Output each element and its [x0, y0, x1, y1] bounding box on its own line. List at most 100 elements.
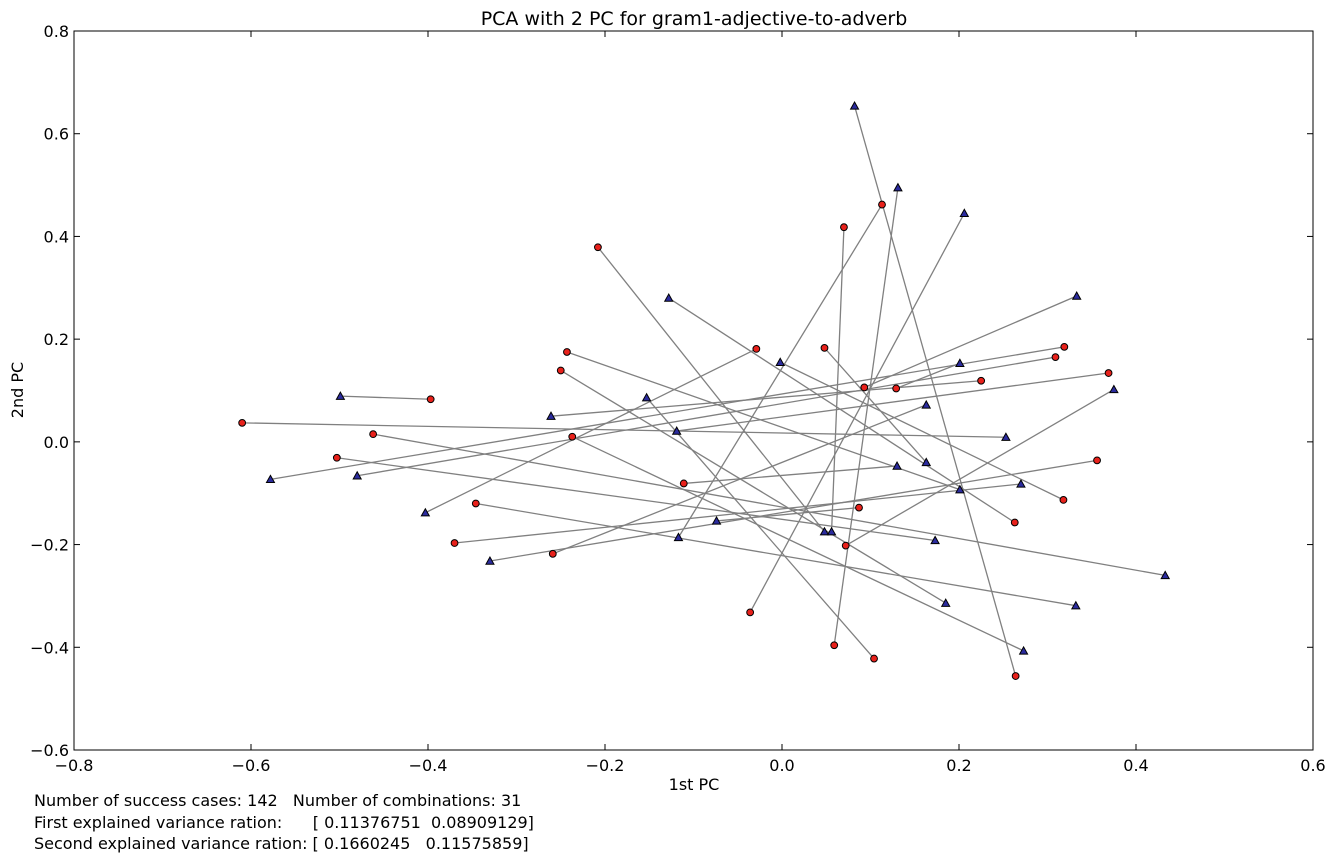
x-tick-label: −0.8 — [55, 756, 94, 775]
adjective-point — [1051, 353, 1060, 362]
pair-line — [550, 380, 982, 417]
pair-line — [668, 297, 1016, 524]
pair-line — [489, 459, 1098, 562]
adjective-point — [450, 539, 459, 547]
adjective-point — [830, 641, 839, 650]
adjective-point — [860, 383, 869, 392]
adverb-point — [819, 526, 830, 536]
axis-ticks: −0.8 −0.6 −0.4 −0.2 0.0 0.2 0.4 0.6−0.6−0.4−0.2… — [30, 22, 1326, 775]
footer-success-line: Number of success cases: 142 Number of c… — [34, 791, 522, 810]
adjective-point — [841, 541, 850, 550]
pair-line — [830, 227, 845, 532]
y-axis-label: 2nd PC — [8, 362, 27, 418]
x-tick-label: 0.4 — [1123, 756, 1148, 775]
y-tick-label: 0.6 — [44, 125, 69, 144]
footer-first-variance: First explained variance ration: [ 0.113… — [34, 813, 534, 832]
pair-line — [749, 213, 965, 613]
pair-line — [646, 397, 875, 660]
adjective-point — [679, 479, 688, 488]
pair-line — [864, 295, 1077, 389]
x-tick-label: 0.6 — [1300, 756, 1325, 775]
adverb-point — [921, 399, 932, 409]
y-tick-label: 0.4 — [44, 227, 69, 246]
pair-line — [845, 388, 1115, 547]
adjective-point — [563, 348, 571, 356]
pair-line — [571, 436, 1024, 652]
adverb-point — [711, 515, 722, 525]
adverb-point — [921, 457, 932, 467]
adverb-point — [673, 532, 684, 542]
adjective-point — [369, 430, 378, 439]
pair-line — [373, 433, 1166, 577]
x-axis-label: 1st PC — [669, 775, 720, 794]
x-tick-label: −0.4 — [409, 756, 448, 775]
pair-lines — [242, 105, 1166, 677]
adjective-point — [1010, 518, 1019, 527]
adverb-point — [671, 426, 682, 435]
adjective-point — [820, 343, 829, 352]
adverb-point — [892, 460, 902, 470]
adjective-point — [238, 418, 247, 427]
adverb-point — [775, 357, 786, 366]
adverb-point — [485, 555, 495, 565]
adjective-point — [471, 499, 480, 508]
pair-line — [597, 246, 825, 533]
pair-line — [779, 361, 1064, 501]
adverb-point — [641, 392, 652, 402]
pair-line — [357, 356, 1056, 477]
adverb-point — [930, 535, 940, 545]
adverb-point — [1070, 600, 1081, 610]
y-tick-label: 0.0 — [44, 433, 69, 452]
adverb-point — [663, 293, 674, 302]
adjective-point — [1059, 495, 1068, 504]
x-tick-label: 0.0 — [769, 756, 794, 775]
adjective-point — [746, 608, 755, 617]
pair-line — [270, 346, 1065, 480]
y-tick-label: 0.2 — [44, 330, 69, 349]
adverb-point — [849, 100, 860, 110]
pair-line — [425, 348, 757, 514]
adverb-point — [955, 358, 965, 367]
pair-line — [454, 483, 1022, 544]
adjective-point — [548, 549, 557, 558]
adverb-point — [959, 208, 970, 218]
adverb-point — [1160, 570, 1171, 580]
y-tick-label: −0.4 — [30, 638, 69, 657]
x-tick-label: 0.2 — [946, 756, 971, 775]
adjective-point — [556, 366, 565, 375]
adjective-point — [1060, 342, 1069, 351]
footer-second-variance: Second explained variance ration: [ 0.16… — [34, 834, 529, 853]
pair-line — [336, 457, 936, 542]
adjective-point — [1011, 672, 1020, 680]
adverb-point — [420, 507, 431, 517]
adjective-point — [332, 453, 341, 462]
pair-line — [853, 105, 1017, 677]
pair-line — [716, 506, 860, 522]
adjective-point — [870, 654, 878, 663]
y-tick-label: 0.8 — [44, 22, 69, 41]
adverb-point — [826, 526, 837, 536]
adverb-point — [1109, 384, 1119, 394]
adjective-point — [752, 345, 761, 353]
adjective-point — [594, 243, 602, 252]
adverb-point — [352, 470, 363, 480]
adjective-point — [840, 223, 848, 232]
pair-line — [895, 362, 961, 390]
adverb-point — [265, 474, 276, 484]
x-tick-label: −0.2 — [586, 756, 625, 775]
pair-line — [823, 347, 927, 463]
adverb-point — [546, 411, 556, 420]
adjective-point — [977, 376, 986, 385]
pair-line — [833, 187, 899, 646]
adjective-point — [878, 200, 886, 209]
adjective-point — [1093, 456, 1101, 465]
adverb-point — [1071, 290, 1082, 300]
adjective-point — [892, 384, 901, 393]
pair-line — [340, 395, 431, 400]
adverb-point — [1001, 432, 1011, 441]
adjective-point — [1104, 369, 1113, 377]
chart-title: PCA with 2 PC for gram1-adjective-to-adv… — [481, 8, 908, 30]
pair-line — [475, 502, 1076, 607]
adjective-point — [855, 503, 863, 512]
adjective-point — [568, 432, 577, 441]
